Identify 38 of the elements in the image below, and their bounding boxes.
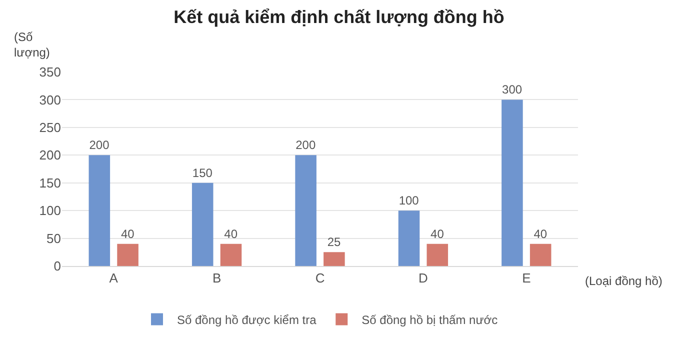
legend-label: Số đồng hồ bị thấm nước xyxy=(362,312,498,327)
data-label: 40 xyxy=(430,226,444,241)
y-tick-label: 250 xyxy=(39,120,61,135)
y-tick-label: 350 xyxy=(39,64,61,80)
data-label: 40 xyxy=(224,226,238,241)
bar xyxy=(117,244,138,266)
x-tick-label: B xyxy=(212,270,222,286)
y-tick-label: 50 xyxy=(46,230,61,246)
chart-title: Kết quả kiểm định chất lượng đồng hồ xyxy=(174,6,504,27)
y-tick-label: 100 xyxy=(39,203,61,218)
bar xyxy=(192,182,214,266)
bar xyxy=(398,210,420,266)
bar xyxy=(88,155,110,266)
x-axis-title: (Loại đồng hồ) xyxy=(585,274,662,288)
data-label: 200 xyxy=(89,138,110,152)
y-tick-label: 150 xyxy=(39,175,61,190)
data-label: 200 xyxy=(296,138,316,152)
bar xyxy=(530,244,552,266)
y-axis-title: (Số lượng) xyxy=(14,30,50,60)
bar xyxy=(295,155,316,266)
data-label: 300 xyxy=(502,82,522,97)
x-tick-label: D xyxy=(418,270,428,286)
data-label: 40 xyxy=(534,226,548,241)
x-tick-label: E xyxy=(522,270,532,286)
x-tick-label: C xyxy=(315,270,325,286)
bar xyxy=(502,100,523,266)
bar xyxy=(220,244,242,266)
data-label: 40 xyxy=(120,226,135,241)
y-tick-label: 200 xyxy=(39,148,61,163)
bar xyxy=(324,252,345,266)
y-tick-label: 300 xyxy=(39,92,61,108)
data-label: 150 xyxy=(192,166,213,180)
data-label: 100 xyxy=(398,194,420,208)
x-tick-label: A xyxy=(109,270,118,286)
bar xyxy=(426,244,448,266)
data-label: 25 xyxy=(327,235,342,250)
y-tick-label: 0 xyxy=(54,258,61,274)
legend-label: Số đồng hồ được kiểm tra xyxy=(177,312,317,327)
